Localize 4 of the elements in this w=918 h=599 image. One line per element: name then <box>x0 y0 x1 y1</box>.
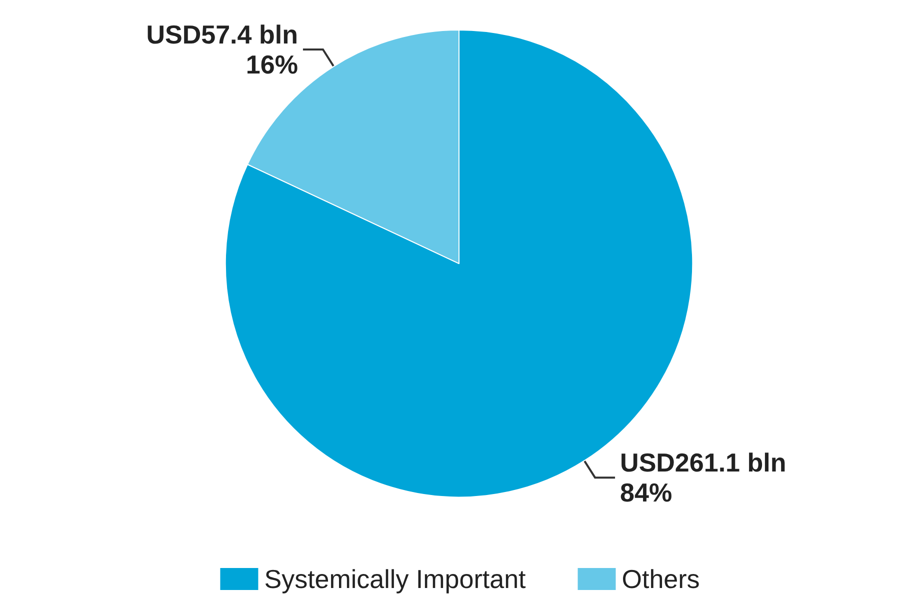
legend-label: Others <box>622 564 700 594</box>
data-label: USD57.4 bln 16% <box>146 20 298 80</box>
data-label: USD261.1 bln 84% <box>620 448 786 508</box>
legend-label: Systemically Important <box>264 564 527 594</box>
